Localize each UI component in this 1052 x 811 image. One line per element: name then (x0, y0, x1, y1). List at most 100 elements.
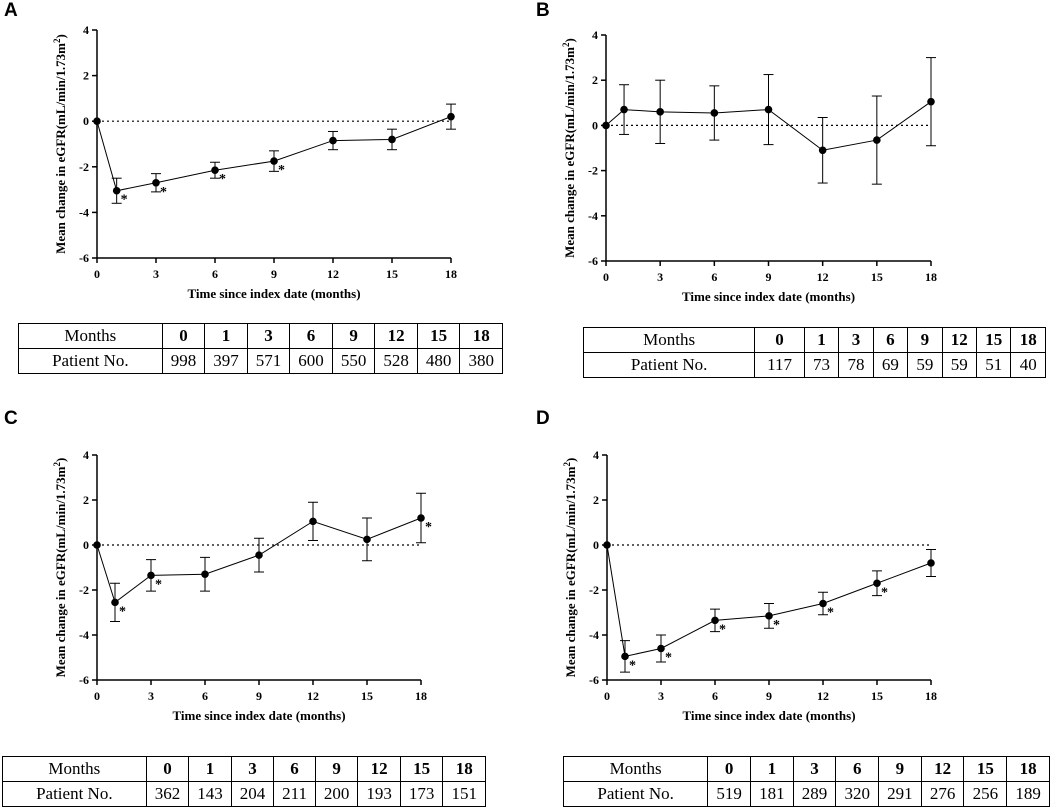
panel-letter-d: D (536, 408, 550, 429)
x-tick-label: 18 (415, 689, 427, 703)
x-tick-label: 18 (925, 689, 937, 703)
months-label: Months (582, 327, 756, 353)
table-header-row: Months 0 1 3 6 9 12 15 18 (562, 756, 1050, 782)
data-point (764, 105, 773, 114)
patient-count-cell: 117 (754, 352, 805, 378)
patient-count-cell: 256 (963, 781, 1008, 807)
patient-table-b: Months 0 1 3 6 9 12 15 18 Patient No. 11… (582, 327, 1046, 378)
month-cell: 18 (442, 756, 486, 782)
data-point (388, 135, 396, 144)
chart-d: 4 2 0 -2 -4 -6 0 3 6 9 12 15 18 Time since index date… (562, 448, 937, 723)
patient-count-cell: 78 (838, 352, 874, 378)
month-cell: 3 (230, 756, 275, 782)
month-cell: 12 (374, 323, 418, 349)
data-point (818, 146, 827, 155)
month-cell: 1 (803, 327, 840, 353)
x-tick-label: 18 (925, 270, 937, 284)
y-tick-label: -2 (79, 160, 89, 174)
months-label: Months (2, 756, 147, 782)
significance-star: * (425, 520, 432, 535)
patient-count-cell: 291 (878, 781, 922, 807)
data-point (111, 598, 119, 607)
month-cell: 0 (161, 323, 206, 349)
month-cell: 18 (1010, 327, 1046, 353)
x-tick-label: 12 (817, 689, 829, 703)
x-tick-label: 18 (445, 267, 457, 281)
chart-c: 4 2 0 -2 -4 -6 0 3 6 9 12 15 18 Time since index date… (52, 448, 432, 723)
y-tick-label: 2 (592, 73, 598, 87)
x-tick-label: 3 (148, 689, 154, 703)
month-cell: 3 (838, 327, 874, 353)
table-patient-row: Patient No. 519 181 289 320 291 276 256 … (562, 781, 1050, 807)
significance-star: * (121, 193, 128, 208)
data-point (211, 166, 219, 175)
series-line (96, 116, 452, 192)
month-cell: 12 (357, 756, 401, 782)
significance-star: * (119, 604, 126, 619)
patient-count-cell: 397 (204, 348, 248, 374)
chart-b: 4 2 0 -2 -4 -6 0 3 6 9 12 15 18 Time since index date… (561, 28, 937, 304)
series-line (605, 101, 932, 151)
x-tick-label: 6 (712, 689, 718, 703)
data-point (329, 136, 337, 145)
patient-no-label: Patient No. (18, 348, 163, 374)
patient-count-cell: 181 (749, 781, 794, 807)
month-cell: 0 (145, 756, 190, 782)
patient-no-label: Patient No. (562, 781, 709, 807)
y-tick-label: 2 (83, 69, 89, 83)
x-tick-label: 3 (658, 689, 664, 703)
data-point (152, 178, 160, 187)
panel-letter-c: C (4, 408, 18, 429)
significance-star: * (160, 185, 167, 200)
month-cell: 15 (399, 756, 444, 782)
data-point (621, 652, 629, 661)
table-header-row: Months 0 1 3 6 9 12 15 18 (18, 323, 503, 349)
x-tick-label: 9 (766, 689, 772, 703)
month-cell: 3 (246, 323, 291, 349)
patient-count-cell: 173 (399, 781, 444, 807)
patient-count-cell: 69 (872, 352, 909, 378)
y-axis-title: Mean change in eGFR(mL/min/1.73m2) (562, 458, 578, 678)
significance-star: * (827, 606, 834, 621)
patient-count-cell: 362 (145, 781, 190, 807)
significance-star: * (629, 658, 636, 673)
table-header-row: Months 0 1 3 6 9 12 15 18 (2, 756, 486, 782)
x-tick-label: 12 (307, 689, 319, 703)
significance-star: * (155, 577, 162, 592)
x-tick-label: 12 (327, 267, 339, 281)
x-tick-label: 0 (94, 689, 100, 703)
patient-count-cell: 550 (331, 348, 376, 374)
data-point (93, 541, 101, 549)
y-tick-label: -2 (588, 164, 598, 178)
patient-count-cell: 320 (835, 781, 880, 807)
x-tick-label: 12 (817, 270, 829, 284)
y-tick-label: -2 (79, 583, 89, 597)
table-header-row: Months 0 1 3 6 9 12 15 18 (582, 327, 1046, 353)
y-tick-label: -6 (79, 673, 89, 687)
month-cell: 1 (749, 756, 794, 782)
patient-count-cell: 528 (374, 348, 418, 374)
data-point (657, 644, 665, 653)
x-axis-title: Time since index date (months) (172, 708, 345, 723)
month-cell: 1 (204, 323, 248, 349)
patient-count-cell: 189 (1006, 781, 1050, 807)
y-tick-label: -4 (79, 628, 89, 642)
table-patient-row: Patient No. 998 397 571 600 550 528 480 … (18, 348, 503, 374)
x-tick-label: 9 (271, 267, 277, 281)
data-point (112, 186, 121, 195)
series-line (606, 544, 932, 657)
x-tick-label: 9 (256, 689, 262, 703)
data-point (255, 551, 263, 559)
y-tick-label: 0 (592, 118, 598, 132)
data-point (147, 571, 155, 580)
y-tick-label: 0 (593, 538, 599, 552)
y-tick-label: 4 (83, 448, 89, 462)
data-point (873, 136, 881, 144)
patient-count-cell: 480 (416, 348, 461, 374)
y-tick-label: -6 (79, 251, 89, 265)
data-point (309, 517, 317, 526)
significance-star: * (773, 618, 780, 633)
month-cell: 9 (331, 323, 376, 349)
patient-count-cell: 40 (1010, 352, 1046, 378)
x-tick-label: 3 (657, 270, 663, 284)
